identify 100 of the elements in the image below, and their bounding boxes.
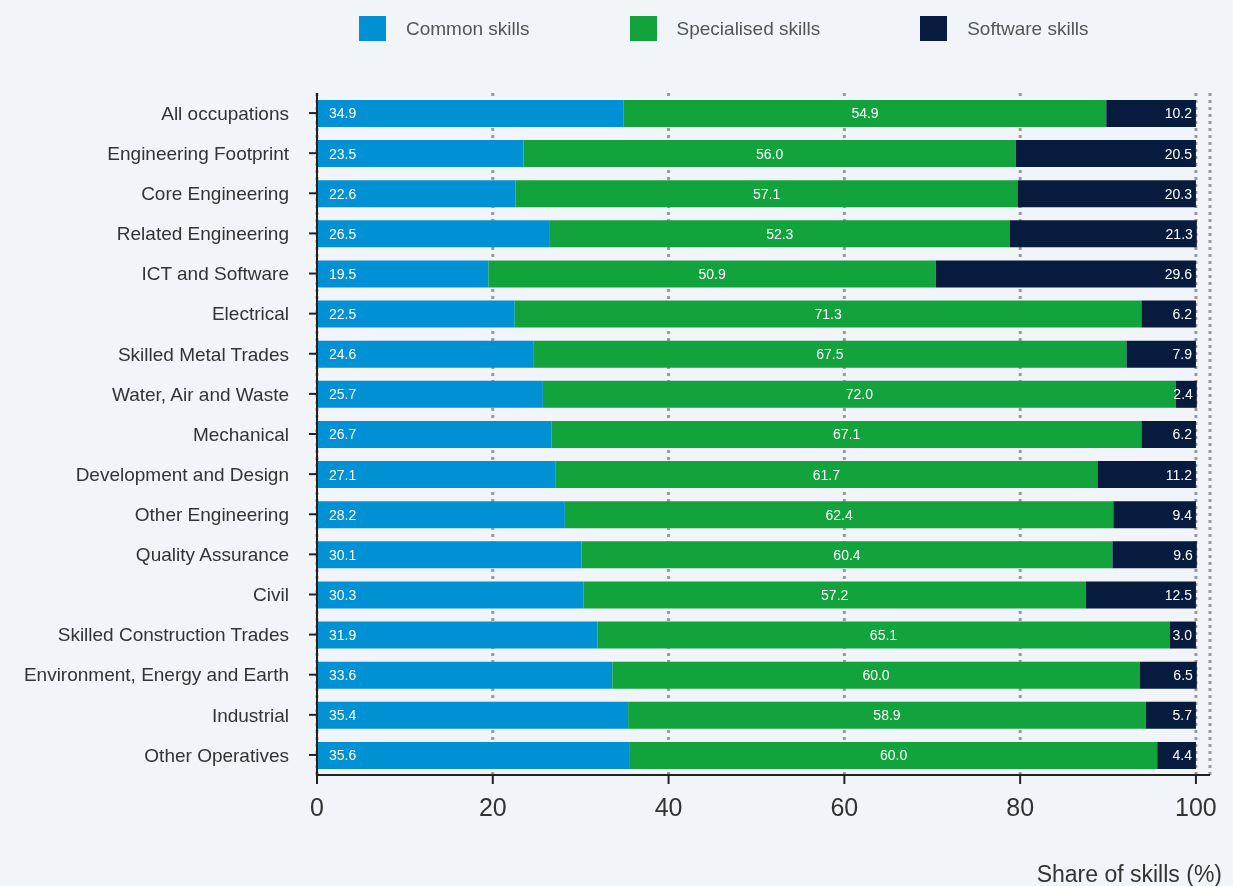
data-label: 7.9: [1172, 346, 1193, 363]
y-tick-label: Environment, Energy and Earth: [23, 664, 289, 686]
y-tick-label: Electrical: [211, 303, 289, 325]
x-tick-label: 40: [654, 792, 683, 821]
data-label: 34.9: [329, 105, 357, 122]
data-label: 60.0: [862, 667, 890, 684]
data-label: 52.3: [766, 225, 794, 242]
y-tick-label: ICT and Software: [141, 263, 289, 285]
legend-label: Common skills: [406, 17, 530, 40]
bar: [317, 180, 516, 208]
bar: [523, 140, 1016, 168]
legend-label: Specialised skills: [676, 17, 821, 40]
bar: [317, 501, 565, 529]
y-tick-label: Skilled Metal Trades: [117, 343, 289, 365]
data-label: 67.1: [832, 426, 861, 443]
y-tick-label: All occupations: [161, 102, 289, 124]
y-tick-label: Mechanical: [192, 423, 289, 445]
bar: [1141, 300, 1196, 328]
x-tick-label: 20: [478, 792, 507, 821]
bar: [533, 340, 1127, 368]
data-label: 72.0: [845, 386, 874, 403]
data-label: 60.4: [833, 546, 861, 563]
bar: [317, 541, 582, 569]
x-tick-label: 100: [1175, 792, 1217, 821]
bar: [317, 140, 524, 168]
data-label: 25.7: [329, 386, 357, 403]
data-label: 56.0: [756, 145, 784, 162]
data-label: 2.4: [1173, 386, 1194, 403]
data-label: 61.7: [812, 466, 841, 483]
bar: [317, 741, 630, 769]
bar: [542, 380, 1176, 408]
bar: [1113, 501, 1196, 529]
data-label: 19.5: [329, 265, 357, 282]
x-tick-label: 80: [1006, 792, 1035, 821]
y-tick-label: Civil: [253, 584, 289, 606]
data-label: 57.1: [752, 185, 781, 202]
data-label: 26.7: [329, 426, 357, 443]
bar: [1097, 461, 1196, 489]
bar: [317, 661, 613, 689]
y-tick-label: Engineering Footprint: [107, 142, 290, 164]
data-label: 24.6: [329, 346, 357, 363]
bar: [623, 100, 1107, 127]
data-label: 10.2: [1164, 105, 1193, 122]
x-axis-title: Share of skills (%): [1036, 861, 1222, 886]
y-tick-label: Other Engineering: [134, 503, 289, 525]
data-label: 30.1: [329, 546, 357, 563]
y-tick-label: Related Engineering: [116, 223, 289, 245]
data-label: 62.4: [825, 506, 853, 523]
bar: [1126, 340, 1196, 368]
y-tick-label: Industrial: [211, 704, 289, 726]
data-label: 12.5: [1164, 586, 1193, 603]
data-label: 21.3: [1165, 225, 1194, 242]
data-label: 60.0: [879, 747, 908, 764]
data-label: 31.9: [329, 627, 357, 643]
bar: [1086, 581, 1196, 609]
data-label: 67.5: [816, 346, 844, 363]
bar: [317, 260, 489, 288]
bar: [1145, 701, 1196, 729]
data-label: 26.5: [329, 225, 357, 242]
bar: [1017, 180, 1196, 208]
data-label: 27.1: [329, 466, 357, 483]
bar: [317, 380, 543, 408]
y-tick-label: Quality Assurance: [135, 544, 289, 566]
bar: [317, 100, 624, 127]
bar: [612, 661, 1140, 689]
bar: [549, 220, 1010, 248]
data-label: 35.6: [329, 747, 357, 764]
bar: [488, 260, 936, 288]
data-label: 11.2: [1165, 466, 1193, 483]
bar: [935, 260, 1196, 288]
data-label: 29.6: [1164, 265, 1193, 282]
bar: [1139, 661, 1197, 689]
x-tick-label: 60: [830, 792, 859, 821]
bar: [1112, 541, 1197, 569]
y-tick-label: Skilled Construction Trades: [57, 624, 289, 646]
bar: [1015, 140, 1196, 168]
bar: [628, 701, 1146, 729]
data-label: 30.3: [329, 586, 357, 603]
bar: [551, 420, 1142, 448]
data-label: 4.4: [1172, 747, 1193, 764]
x-tick-label: 0: [310, 792, 324, 821]
data-label: 71.3: [814, 306, 842, 323]
bar: [317, 420, 552, 448]
y-tick-label: Development and Design: [75, 463, 289, 485]
data-label: 5.7: [1172, 707, 1193, 724]
bar: [583, 581, 1087, 609]
bar: [1009, 220, 1197, 248]
bar: [317, 581, 584, 609]
data-label: 20.3: [1164, 185, 1193, 202]
bar: [597, 621, 1170, 649]
data-label: 22.6: [329, 185, 357, 202]
bar: [515, 180, 1018, 208]
bar: [1106, 100, 1196, 127]
bar: [317, 621, 598, 649]
data-label: 20.5: [1164, 145, 1193, 162]
data-label: 65.1: [869, 627, 898, 643]
data-label: 50.9: [698, 265, 726, 282]
bar: [317, 300, 515, 328]
bar: [564, 501, 1114, 529]
data-label: 22.5: [329, 306, 357, 323]
